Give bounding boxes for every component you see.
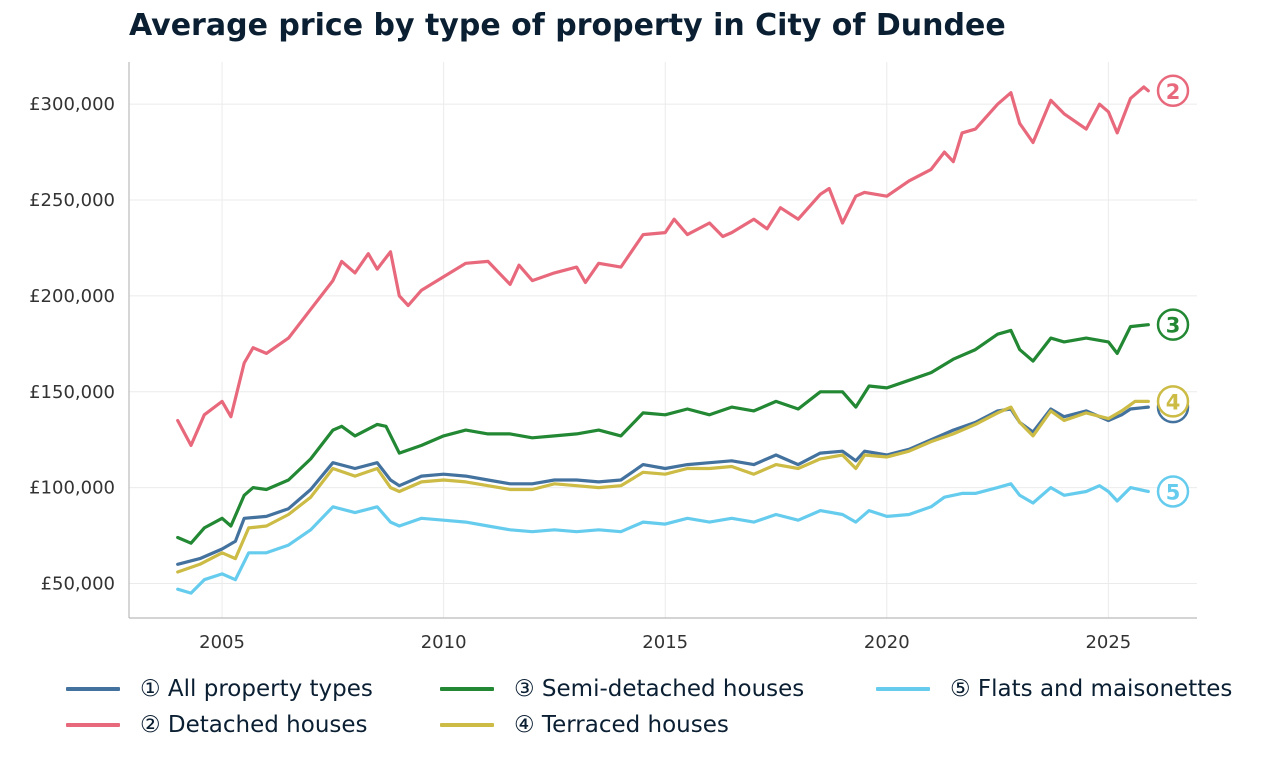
end-marker-label: 2 bbox=[1166, 80, 1181, 104]
legend-label: ③ Semi-detached houses bbox=[514, 676, 805, 702]
grid-lines bbox=[129, 62, 1197, 618]
legend-item: ① All property types bbox=[66, 676, 373, 702]
x-tick-label: 2020 bbox=[864, 632, 910, 653]
series-line-3 bbox=[176, 323, 1150, 545]
end-marker-label: 4 bbox=[1166, 390, 1181, 414]
end-marker-label: 3 bbox=[1166, 314, 1181, 338]
legend-item: ③ Semi-detached houses bbox=[440, 676, 804, 702]
legend-label: ⑤ Flats and maisonettes bbox=[950, 676, 1233, 702]
end-markers: 12345 bbox=[1156, 74, 1190, 508]
end-marker-circle bbox=[1156, 308, 1190, 341]
legend-label: ④ Terraced houses bbox=[514, 712, 729, 738]
series-line-4 bbox=[176, 399, 1150, 574]
series-line-2 bbox=[176, 85, 1150, 447]
x-tick-label: 2015 bbox=[642, 632, 688, 653]
x-tick-label: 2025 bbox=[1085, 632, 1131, 653]
y-tick-label: £200,000 bbox=[29, 286, 115, 307]
legend-label: ① All property types bbox=[140, 676, 373, 702]
end-marker-circle bbox=[1156, 475, 1190, 508]
end-marker-circle bbox=[1156, 385, 1190, 418]
legend-item: ⑤ Flats and maisonettes bbox=[876, 676, 1232, 702]
legend-swatch bbox=[440, 723, 494, 727]
y-tick-label: £100,000 bbox=[29, 478, 115, 499]
x-tick-label: 2010 bbox=[421, 632, 467, 653]
legend-label: ② Detached houses bbox=[140, 712, 368, 738]
tick-labels: 2005 2010 2015 2020 2025 £50,000 £100,000 £150,… bbox=[29, 94, 1131, 653]
legend-item: ④ Terraced houses bbox=[440, 712, 729, 738]
series-line-5 bbox=[176, 482, 1150, 595]
y-tick-label: £150,000 bbox=[29, 382, 115, 403]
legend-item: ② Detached houses bbox=[66, 712, 368, 738]
y-tick-label: £50,000 bbox=[41, 573, 115, 594]
series-lines bbox=[176, 85, 1150, 595]
end-marker-label: 5 bbox=[1166, 480, 1181, 504]
x-tick-label: 2005 bbox=[199, 632, 245, 653]
legend-swatch bbox=[66, 723, 120, 727]
legend-swatch bbox=[876, 687, 930, 691]
legend-swatch bbox=[440, 687, 494, 691]
legend-swatch bbox=[66, 687, 120, 691]
legend: ① All property types ② Detached houses ③ S… bbox=[66, 676, 1276, 752]
chart-title: Average price by type of property in Cit… bbox=[129, 8, 1006, 43]
end-marker-circle bbox=[1156, 74, 1190, 108]
y-tick-label: £250,000 bbox=[29, 190, 115, 211]
axes bbox=[128, 62, 1197, 619]
y-tick-label: £300,000 bbox=[29, 94, 115, 115]
